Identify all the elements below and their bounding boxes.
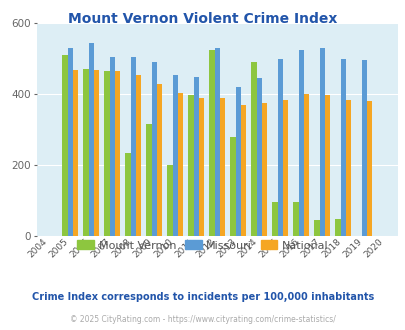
- Bar: [293, 202, 298, 236]
- Bar: [272, 202, 277, 236]
- Bar: [209, 50, 214, 236]
- Bar: [277, 59, 282, 236]
- Bar: [125, 152, 130, 236]
- Bar: [366, 102, 371, 236]
- Bar: [313, 220, 319, 236]
- Bar: [94, 70, 99, 236]
- Bar: [104, 71, 109, 236]
- Bar: [235, 87, 240, 236]
- Bar: [251, 62, 256, 236]
- Legend: Mount Vernon, Missouri, National: Mount Vernon, Missouri, National: [73, 236, 332, 255]
- Bar: [256, 78, 261, 236]
- Bar: [88, 43, 94, 236]
- Bar: [130, 57, 135, 236]
- Bar: [335, 219, 340, 236]
- Bar: [240, 105, 245, 236]
- Bar: [109, 57, 115, 236]
- Bar: [115, 71, 120, 236]
- Bar: [177, 93, 183, 236]
- Bar: [135, 75, 141, 236]
- Bar: [72, 70, 78, 236]
- Text: © 2025 CityRating.com - https://www.cityrating.com/crime-statistics/: © 2025 CityRating.com - https://www.city…: [70, 315, 335, 324]
- Bar: [151, 62, 156, 236]
- Bar: [198, 98, 204, 236]
- Bar: [67, 48, 72, 236]
- Bar: [214, 48, 219, 236]
- Bar: [230, 137, 235, 236]
- Bar: [345, 100, 350, 236]
- Text: Crime Index corresponds to incidents per 100,000 inhabitants: Crime Index corresponds to incidents per…: [32, 292, 373, 302]
- Bar: [319, 48, 324, 236]
- Bar: [361, 60, 366, 236]
- Bar: [340, 59, 345, 236]
- Bar: [83, 69, 88, 236]
- Bar: [324, 95, 329, 236]
- Bar: [172, 75, 177, 236]
- Bar: [261, 103, 266, 236]
- Bar: [193, 77, 198, 236]
- Bar: [156, 84, 162, 236]
- Bar: [146, 124, 151, 236]
- Bar: [188, 95, 193, 236]
- Bar: [62, 55, 67, 236]
- Bar: [303, 94, 308, 236]
- Bar: [167, 165, 172, 236]
- Bar: [298, 50, 303, 236]
- Bar: [219, 98, 224, 236]
- Bar: [282, 100, 288, 236]
- Text: Mount Vernon Violent Crime Index: Mount Vernon Violent Crime Index: [68, 12, 337, 25]
